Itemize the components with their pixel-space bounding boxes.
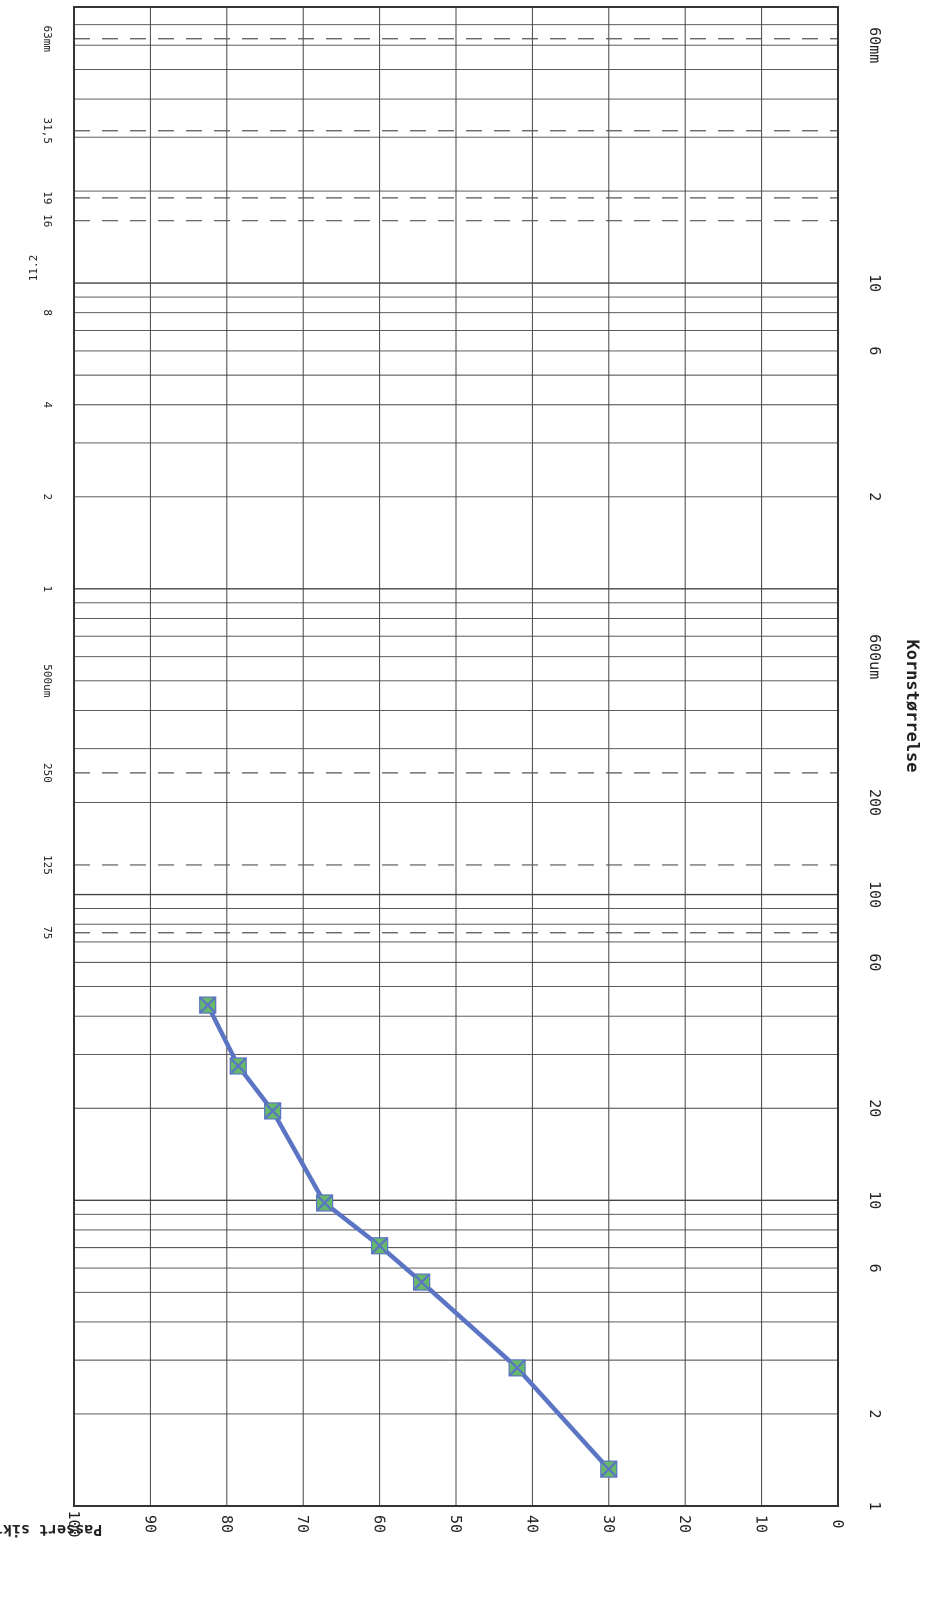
major-grid: [73, 7, 839, 1506]
x-tick-label-top: 75: [41, 926, 54, 939]
x-tick-label-bottom: 2: [866, 492, 884, 501]
series-line: [205, 1002, 612, 1472]
y-axis-title: Passert sikt [%]: [0, 1521, 102, 1539]
y-tick-label: 80: [218, 1515, 236, 1533]
y-tick-label: 50: [447, 1515, 465, 1533]
y-tick-label: 40: [523, 1515, 541, 1533]
x-tick-label-top: 19: [41, 191, 54, 204]
marker-cross-b: [370, 1236, 389, 1255]
series-layer: [198, 996, 618, 1478]
x-tick-label-top: 31,5: [41, 118, 54, 145]
y-tick-label: 0: [829, 1519, 847, 1528]
x-tick-label-top: 125: [41, 855, 54, 875]
data-point-marker: [263, 1102, 282, 1120]
marker-cross-b: [263, 1102, 282, 1120]
y-axis-tick-labels: 0 10 20 30 40 50 60 70 80 90 100: [65, 1510, 847, 1537]
y-tick-label: 60: [371, 1515, 389, 1533]
marker-cross-b: [229, 1057, 248, 1075]
y-tick-label: 20: [676, 1515, 694, 1533]
x-tick-label-top: 63mm: [41, 25, 54, 52]
x-axis-top-tick-labels: 75 125 250 500um 1 2 4 8 11.2 16 19 31,5 63mm: [27, 25, 54, 939]
x-tick-label-bottom: 200: [866, 789, 884, 816]
data-point-marker: [412, 1273, 431, 1291]
y-tick-label: 30: [600, 1515, 618, 1533]
data-point-marker: [315, 1194, 334, 1212]
x-tick-label-bottom: 20: [866, 1099, 884, 1117]
x-tick-label-bottom: 10: [866, 1191, 884, 1209]
data-point-marker: [198, 996, 217, 1014]
x-axis-title: Kornstørrelse: [902, 639, 922, 772]
y-tick-label: 90: [141, 1515, 159, 1533]
x-tick-label-top: 500um: [41, 664, 54, 697]
x-tick-label-top: 1: [41, 586, 54, 593]
marker-cross-b: [600, 1460, 618, 1478]
x-tick-label-bottom: 60: [866, 953, 884, 971]
x-tick-label-bottom: 6: [866, 1264, 884, 1273]
y-tick-label: 70: [294, 1515, 312, 1533]
x-tick-label-top: 8: [41, 309, 54, 316]
x-tick-label-top: 250: [41, 763, 54, 783]
y-tick-label: 10: [753, 1515, 771, 1533]
x-tick-label-top: 16: [41, 214, 54, 227]
x-tick-label-top: 11.2: [27, 255, 40, 282]
marker-cross-b: [412, 1273, 431, 1291]
x-tick-label-top: 4: [41, 401, 54, 408]
x-tick-label-top: 2: [41, 493, 54, 500]
x-tick-label-bottom: 10: [866, 274, 884, 292]
plot-frame: [73, 6, 839, 1507]
y-tick-label: 100: [65, 1510, 83, 1537]
data-point-marker: [508, 1359, 526, 1377]
marker-cross-b: [198, 996, 217, 1014]
marker-cross-b: [315, 1194, 334, 1212]
x-tick-label-bottom: 60mm: [866, 27, 884, 63]
data-point-marker: [229, 1057, 248, 1075]
sieve-dashed-lines: [74, 38, 838, 934]
x-tick-label-bottom: 100: [866, 881, 884, 908]
x-tick-label-bottom: 2: [866, 1409, 884, 1418]
marker-cross-b: [508, 1359, 526, 1377]
x-axis-bottom-tick-labels: 1 2 6 10 20 60 100 200 600um 2 6 10 60mm: [866, 27, 884, 1510]
data-point-marker: [600, 1460, 618, 1478]
x-tick-label-bottom: 1: [866, 1501, 884, 1510]
x-tick-label-bottom: 6: [866, 346, 884, 355]
x-tick-label-bottom: 600um: [866, 634, 884, 679]
data-point-marker: [370, 1236, 389, 1255]
